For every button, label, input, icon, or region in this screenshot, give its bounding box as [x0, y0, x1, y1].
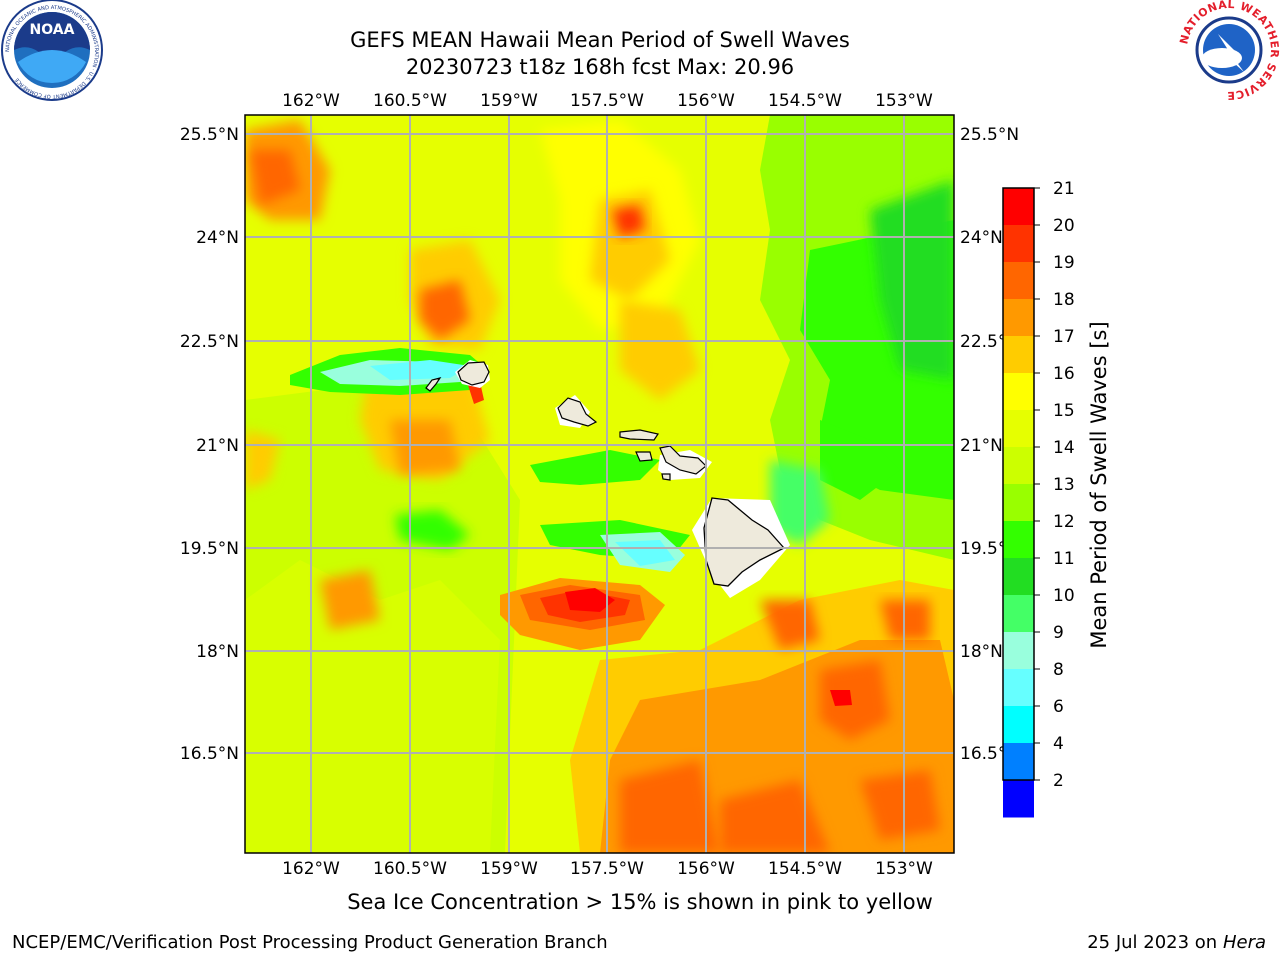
lat-label-left: 19.5°N	[180, 539, 239, 559]
lon-label-bottom: 159°W	[480, 859, 538, 879]
lat-label-left: 22.5°N	[180, 332, 239, 352]
swell-period-field	[245, 115, 954, 853]
lon-label-top: 159°W	[480, 91, 538, 111]
colorbar-tick-label: 20	[1053, 216, 1075, 236]
colorbar-tick-label: 16	[1053, 364, 1075, 384]
colorbar-swatch	[1003, 299, 1034, 337]
colorbar-swatch	[1003, 632, 1034, 670]
colorbar-swatch	[1003, 225, 1034, 263]
colorbar-tick-label: 4	[1053, 734, 1064, 754]
colorbar-tick-label: 14	[1053, 438, 1075, 458]
colorbar-swatch	[1003, 521, 1034, 559]
lon-label-bottom: 157.5°W	[570, 859, 644, 879]
lat-label-left: 24°N	[196, 228, 239, 248]
lon-label-bottom: 160.5°W	[373, 859, 447, 879]
noaa-logo-text: NOAA	[30, 22, 75, 38]
footer-date: 25 Jul 2023 on Hera	[1087, 932, 1266, 953]
lat-label-right: 18°N	[960, 642, 1003, 662]
lat-label-right: 25.5°N	[960, 125, 1019, 145]
hawaiian-islands	[425, 361, 786, 587]
lat-label-left: 18°N	[196, 642, 239, 662]
colorbar-tick-label: 21	[1053, 179, 1075, 199]
graticule	[245, 115, 954, 853]
colorbar-tick-label: 2	[1053, 771, 1064, 791]
lat-label-right: 24°N	[960, 228, 1003, 248]
colorbar-swatch	[1003, 373, 1034, 411]
lon-label-bottom: 153°W	[875, 859, 933, 879]
colorbar-swatch	[1003, 780, 1034, 818]
map-frame	[244, 114, 955, 854]
colorbar	[1003, 188, 1034, 818]
colorbar-swatch	[1003, 743, 1034, 781]
colorbar-swatch	[1003, 188, 1034, 226]
colorbar-swatch	[1003, 595, 1034, 633]
footer-credit: NCEP/EMC/Verification Post Processing Pr…	[12, 932, 608, 953]
lon-label-bottom: 156°W	[677, 859, 735, 879]
map-subtitle: 20230723 t18z 168h fcst Max: 20.96	[405, 55, 795, 79]
lat-label-left: 25.5°N	[180, 125, 239, 145]
colorbar-swatch	[1003, 262, 1034, 300]
lon-label-top: 156°W	[677, 91, 735, 111]
colorbar-tick-label: 11	[1053, 549, 1075, 569]
lon-label-top: 160.5°W	[373, 91, 447, 111]
colorbar-tick-label: 19	[1053, 253, 1075, 273]
colorbar-tick-label: 18	[1053, 290, 1075, 310]
colorbar-swatch	[1003, 410, 1034, 448]
lat-label-left: 21°N	[196, 436, 239, 456]
sea-ice-caption-text: Sea Ice Concentration > 15% is shown in …	[347, 890, 933, 914]
colorbar-ticks: 21 20 19 18 17 16 15 14 13 12 11 10 9 8 6 4 2	[1034, 179, 1075, 791]
noaa-logo: NOAA NATIONAL OCEANIC AND ATMOSPHERIC AD…	[1, 0, 103, 101]
colorbar-tick-label: 12	[1053, 512, 1075, 532]
lon-label-top: 157.5°W	[570, 91, 644, 111]
lat-label-left: 16.5°N	[180, 744, 239, 764]
lon-label-top: 162°W	[282, 91, 340, 111]
colorbar-swatch	[1003, 706, 1034, 744]
colorbar-tick-label: 10	[1053, 586, 1075, 606]
colorbar-tick-label: 17	[1053, 327, 1075, 347]
colorbar-tick-label: 8	[1053, 660, 1064, 680]
colorbar-swatch	[1003, 669, 1034, 707]
lon-label-top: 153°W	[875, 91, 933, 111]
lon-label-top: 154.5°W	[768, 91, 842, 111]
lon-label-bottom: 154.5°W	[768, 859, 842, 879]
footer-date-text: 25 Jul 2023 on	[1087, 932, 1223, 953]
colorbar-tick-label: 6	[1053, 697, 1064, 717]
sea-ice-caption: Sea Ice Concentration > 15% is shown in …	[0, 890, 1280, 914]
colorbar-tick-label: 13	[1053, 475, 1075, 495]
lon-label-bottom: 162°W	[282, 859, 340, 879]
colorbar-tick-label: 9	[1053, 623, 1064, 643]
colorbar-swatch	[1003, 484, 1034, 522]
nws-logo: NATIONAL WEATHER SERVICE	[1178, 0, 1280, 100]
colorbar-label: Mean Period of Swell Waves [s]	[1087, 321, 1111, 648]
map-title: GEFS MEAN Hawaii Mean Period of Swell Wa…	[350, 28, 850, 52]
colorbar-swatch	[1003, 336, 1034, 374]
colorbar-tick-label: 15	[1053, 401, 1075, 421]
lat-label-right: 21°N	[960, 436, 1003, 456]
colorbar-swatch	[1003, 558, 1034, 596]
footer-machine: Hera	[1222, 932, 1266, 953]
colorbar-swatch	[1003, 447, 1034, 485]
